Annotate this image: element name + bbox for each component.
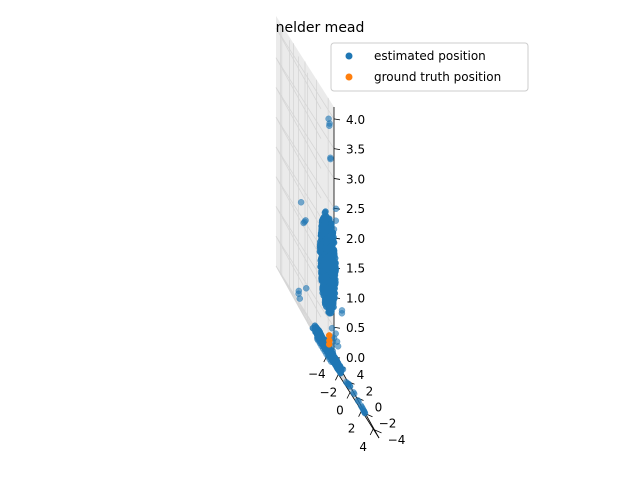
legend-marker-ground-truth [345,73,353,81]
estimated-point [338,307,346,314]
y-tick-label: 2 [366,384,374,398]
y-tick-label: −4 [388,433,406,447]
estimated-point [297,199,305,206]
z-tick-label: 3.5 [346,143,365,157]
estimated-point [302,285,310,292]
estimated-point [324,246,332,253]
x-tick-mark [369,428,374,436]
estimated-point [302,217,309,224]
z-tick-label: 1.0 [346,291,365,305]
estimated-point [330,226,338,233]
y-tick-mark [374,429,382,434]
estimated-point [332,217,340,224]
chart-title: nelder mead [276,20,365,36]
estimated-point [318,231,326,239]
z-tick-label: 1.5 [346,262,365,276]
x-tick-label: −4 [308,367,326,381]
estimated-point [318,268,325,275]
estimated-point [334,358,341,366]
estimated-point [319,222,327,229]
z-grid-line [275,87,335,179]
z-tick-label: 4.0 [346,113,365,127]
estimated-point [327,232,334,239]
estimated-point [344,380,351,387]
estimated-point [314,334,322,341]
estimated-point [332,205,340,213]
estimated-point [334,343,342,350]
z-tick-mark [333,178,341,180]
estimated-point [350,389,357,396]
z-tick-label: 0.0 [346,351,365,365]
estimated-point [328,265,335,272]
estimated-point [329,347,337,355]
estimated-point [317,340,325,347]
estimated-point [332,330,339,337]
legend-label-ground-truth: ground truth position [374,70,501,84]
estimated-point [321,279,328,286]
legend: estimated position ground truth position [330,42,529,92]
z-tick-mark [333,118,341,121]
legend-box [330,42,529,92]
z-grid-line [275,57,335,149]
data-points [295,115,369,417]
z-grid-line [275,116,335,209]
x-tick-label: −2 [320,385,338,399]
legend-marker-estimated [345,52,353,60]
z-grid-line [275,206,335,298]
estimated-point [329,273,337,280]
estimated-point [326,304,334,312]
z-grid-line [275,146,335,239]
z-tick-mark [333,148,341,151]
estimated-point [323,254,331,262]
x-tick-mark [335,374,339,381]
x-tick-label: 4 [359,440,367,454]
x-tick-mark [346,392,351,399]
x-tick-label: 2 [348,422,356,436]
ground-truth-point [325,341,333,348]
estimated-point [322,208,329,215]
legend-label-estimated: estimated position [374,49,486,63]
z-tick-label: 2.5 [346,202,365,216]
estimated-point [327,155,334,163]
x-tick-label: 0 [336,404,344,418]
z-tick-label: 2.0 [346,232,365,246]
estimated-point [339,366,347,373]
y-tick-label: 4 [357,368,365,382]
z-tick-label: 3.0 [346,172,365,186]
estimated-point [309,325,317,332]
estimated-point [325,225,332,232]
estimated-point [328,358,335,366]
z-grid-line [275,176,335,268]
z-tick-label: 0.5 [346,321,365,335]
estimated-point [295,287,303,295]
y-tick-label: −2 [379,417,397,431]
estimated-point [320,213,328,221]
z-grid-line [275,27,335,120]
estimated-point [320,289,328,296]
estimated-point [330,282,337,289]
estimated-point [326,122,333,130]
estimated-point [354,397,362,404]
estimated-point [296,295,304,302]
estimated-point [328,324,336,332]
y-tick-label: 0 [375,401,383,415]
